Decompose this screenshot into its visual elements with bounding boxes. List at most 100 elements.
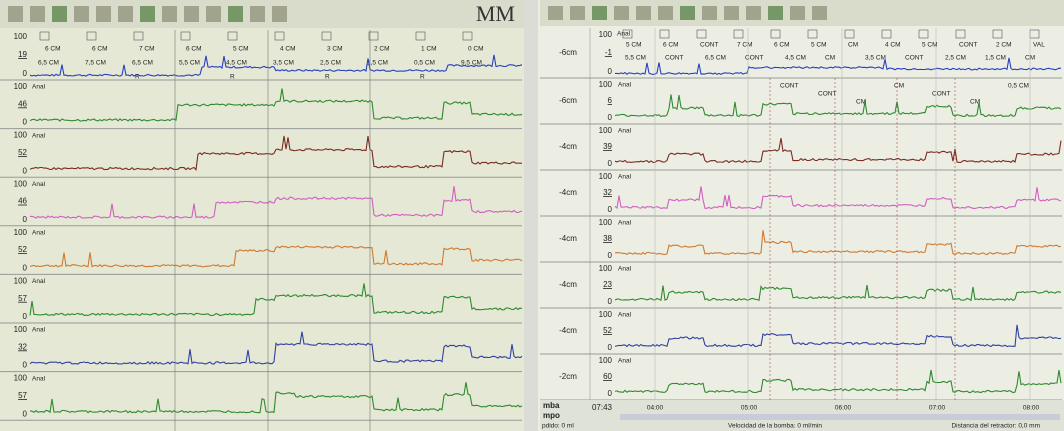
marker-label: 4 CM xyxy=(885,42,901,49)
sublabel: 3,5 CM xyxy=(273,60,294,67)
channel-label: Anal xyxy=(618,174,632,181)
scrollbar[interactable] xyxy=(620,414,1060,420)
marker-label: 0 CM xyxy=(468,46,484,53)
channel-label: Anal xyxy=(618,312,632,319)
marker-label: 5 CM xyxy=(233,46,249,53)
position-label: -4cm xyxy=(559,142,577,151)
scale-label: 0 xyxy=(23,166,28,175)
scale-label: 23 xyxy=(603,280,612,289)
marker-label: 1 CM xyxy=(421,46,437,53)
scale-label: 100 xyxy=(14,32,28,41)
scale-label: 100 xyxy=(14,374,28,383)
toolbar-button[interactable] xyxy=(140,6,155,22)
time-label: 07:00 xyxy=(929,405,946,412)
scale-label: 100 xyxy=(599,80,613,89)
event-label: R xyxy=(420,74,425,81)
scale-label: 100 xyxy=(14,228,28,237)
scale-label: 100 xyxy=(599,172,613,181)
scale-label: 0 xyxy=(608,67,613,76)
scale-label: 0 xyxy=(608,205,613,214)
annotation: CONT xyxy=(932,91,950,98)
status-text: Distancia del retractor: 0,0 mm xyxy=(951,423,1040,430)
toolbar-button[interactable] xyxy=(206,6,221,22)
toolbar-button[interactable] xyxy=(636,6,651,20)
scale-label: 52 xyxy=(603,326,612,335)
toolbar-button[interactable] xyxy=(658,6,673,20)
toolbar-button[interactable] xyxy=(614,6,629,20)
toolbar-button[interactable] xyxy=(96,6,111,22)
scale-label: 0 xyxy=(23,312,28,321)
scale-label: 46 xyxy=(18,197,27,206)
scale-label: 100 xyxy=(14,131,28,140)
time-label: 06:00 xyxy=(835,405,852,412)
toolbar-button[interactable] xyxy=(768,6,783,20)
clock: 07:43 xyxy=(592,403,613,412)
toolbar-button[interactable] xyxy=(30,6,45,22)
toolbar-button[interactable] xyxy=(184,6,199,22)
channel-label: Anal xyxy=(32,278,46,285)
toolbar-button[interactable] xyxy=(680,6,695,20)
position-label: -4cm xyxy=(559,280,577,289)
scale-label: 57 xyxy=(18,294,27,303)
toolbar-button[interactable] xyxy=(812,6,827,20)
toolbar-button[interactable] xyxy=(162,6,177,22)
annotation: CM xyxy=(894,83,904,90)
toolbar-button[interactable] xyxy=(8,6,23,22)
toolbar-button[interactable] xyxy=(790,6,805,20)
screenshot: MM1001906 CM6 CM7 CM6 CM5 CM4 CM3 CM2 CM… xyxy=(0,0,1064,431)
sublabel: 2,5 CM xyxy=(320,60,341,67)
left-screen xyxy=(0,0,524,431)
scale-label: 100 xyxy=(599,126,613,135)
scale-label: 52 xyxy=(18,148,27,157)
toolbar-button[interactable] xyxy=(702,6,717,20)
toolbar-button[interactable] xyxy=(570,6,585,20)
scale-label: 100 xyxy=(14,277,28,286)
sublabel: CONT xyxy=(665,55,683,62)
scale-label: 52 xyxy=(18,245,27,254)
marker-label: 6 CM xyxy=(663,42,679,49)
event-label: R xyxy=(230,74,235,81)
marker-label: CM xyxy=(848,42,858,49)
toolbar-button[interactable] xyxy=(724,6,739,20)
time-label: 05:00 xyxy=(741,405,758,412)
channel-label: Anal xyxy=(32,375,46,382)
sublabel: 6,5 CM xyxy=(705,55,726,62)
toolbar-button[interactable] xyxy=(228,6,243,22)
toolbar-button[interactable] xyxy=(250,6,265,22)
sublabel: 0,5 CM xyxy=(414,60,435,67)
toolbar-button[interactable] xyxy=(52,6,67,22)
toolbar-button[interactable] xyxy=(746,6,761,20)
scale-label: 0 xyxy=(23,69,28,78)
scale-label: 100 xyxy=(599,264,613,273)
scale-label: -1 xyxy=(605,48,613,57)
time-label: 04:00 xyxy=(647,405,664,412)
marker-label: CONT xyxy=(959,42,977,49)
marker-label: 4 CM xyxy=(280,46,296,53)
marker-label: 7 CM xyxy=(139,46,155,53)
marker-label: 6 CM xyxy=(92,46,108,53)
sublabel: 5,5 CM xyxy=(625,55,646,62)
position-label: -4cm xyxy=(559,326,577,335)
toolbar-button[interactable] xyxy=(74,6,89,22)
marker-label: 2 CM xyxy=(374,46,390,53)
toolbar-button[interactable] xyxy=(118,6,133,22)
toolbar-button[interactable] xyxy=(272,6,287,22)
sublabel: CONT xyxy=(905,55,923,62)
position-label: -4cm xyxy=(559,188,577,197)
marker-label: 5 CM xyxy=(626,42,642,49)
marker-label: CONT xyxy=(700,42,718,49)
channel-label: Anal xyxy=(32,84,46,91)
toolbar-button[interactable] xyxy=(548,6,563,20)
sublabel: 6,5 CM xyxy=(132,60,153,67)
scale-label: 38 xyxy=(603,234,612,243)
sublabel: 7,5 CM xyxy=(85,60,106,67)
marker-label: VAL xyxy=(1033,42,1045,49)
sublabel: 1,5 CM xyxy=(985,55,1006,62)
scale-label: 0 xyxy=(608,251,613,260)
marker-label: 5 CM xyxy=(811,42,827,49)
marker-label: 6 CM xyxy=(186,46,202,53)
scale-label: 0 xyxy=(23,361,28,370)
marker-label: 7 CM xyxy=(737,42,753,49)
scale-label: 100 xyxy=(599,30,613,39)
toolbar-button[interactable] xyxy=(592,6,607,20)
